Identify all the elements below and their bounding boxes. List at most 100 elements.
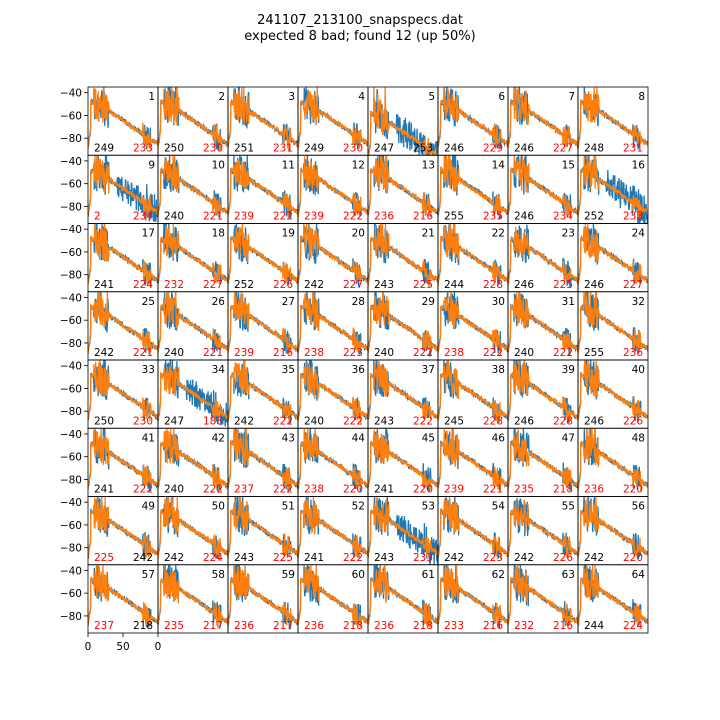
panel-frame [577,564,649,634]
panel-left-value: 236 [374,211,394,223]
panel-left-value: 246 [444,142,464,154]
series-orange-line [88,223,158,287]
panel-right-value: 217 [203,620,223,632]
series-orange-line [228,360,298,422]
panel-left-value: 246 [584,279,604,291]
panel-42: 42 240 222 [157,427,229,497]
series-orange-line [228,428,298,491]
y-tick-label: −80 [60,406,82,418]
panel-61: 61 236 218 [367,564,439,634]
panel-left-value: 246 [514,142,534,154]
panel-right-value: 221 [203,347,223,359]
panel-id-label: 42 [212,432,225,444]
panel-id-label: 1 [148,91,155,103]
panel-right-value: 231 [273,142,293,154]
panel-right-value: 230 [203,142,223,154]
panel-8: 8 248 231 [577,86,649,156]
panel-left-value: 246 [514,211,534,223]
panel-right-value: 228 [483,279,503,291]
panel-right-value: 222 [483,347,503,359]
panel-id-label: 19 [282,228,295,240]
series-orange-line [158,366,228,421]
panel-id-label: 51 [282,501,295,513]
panel-id-label: 24 [632,228,646,240]
panel-13: 13 236 216 [367,154,439,224]
series-orange-line [88,496,158,559]
panel-left-value: 243 [374,415,394,427]
series-orange-line [578,360,648,420]
panel-11: 11 239 222 [227,154,299,224]
panel-44: 44 238 220 [297,427,369,497]
panel-id-label: 48 [632,432,645,444]
y-tick-label: −40 [60,497,82,509]
series-orange-line [438,155,508,217]
panel-right-value: 224 [623,620,643,632]
series-orange-line [158,564,228,626]
panel-left-value: 241 [304,552,324,564]
panel-left-value: 242 [514,552,534,564]
panel-left-value: 235 [514,484,534,496]
panel-id-label: 15 [562,159,575,171]
panel-right-value: 229 [483,142,503,154]
panel-right-value: 226 [273,279,293,291]
panel-right-value: 221 [483,484,503,496]
panel-right-value: 228 [483,415,503,427]
series-orange-line [508,291,578,354]
panel-left-value: 242 [94,347,114,359]
panel-right-value: 227 [553,142,573,154]
y-tick-label: −80 [60,338,82,350]
panel-left-value: 237 [234,484,254,496]
panel-left-value: 252 [234,279,254,291]
series-orange-line [508,155,578,219]
panel-id-label: 27 [282,296,295,308]
panel-right-value: 216 [553,620,573,632]
series-orange-line [158,291,228,354]
panel-id-label: 55 [562,501,575,513]
panel-left-value: 244 [584,620,604,632]
panel-id-label: 43 [282,432,295,444]
panel-29: 29 240 222 [367,291,439,361]
panel-id-label: 39 [562,364,575,376]
panel-id-label: 11 [282,159,295,171]
panel-right-value: 222 [343,211,363,223]
y-tick-label: −60 [60,452,82,464]
series-orange-line [228,496,298,559]
y-tick-label: −40 [60,88,82,100]
series-orange-line [158,496,228,559]
panel-id-label: 63 [562,569,575,581]
panel-id-label: 30 [492,296,505,308]
panel-40: 40 246 226 [577,359,649,429]
panel-16: 16 252 233 [577,154,649,224]
series-orange-line [228,159,298,217]
y-tick-label: −60 [60,315,82,327]
series-orange-line [158,428,228,492]
panel-right-value: 236 [623,347,643,359]
panel-id-label: 31 [562,296,575,308]
panel-id-label: 23 [562,228,575,240]
panel-id-label: 17 [142,228,155,240]
panel-id-label: 32 [632,296,645,308]
panel-id-label: 38 [492,364,505,376]
panel-59: 59 236 217 [227,564,299,634]
panel-left-value: 243 [374,279,394,291]
y-tick-label: −80 [60,270,82,282]
y-tick-label: −80 [60,474,82,486]
panel-left-value: 243 [234,552,254,564]
panel-left-value: 241 [94,279,114,291]
panel-right-value: 225 [553,279,573,291]
y-tick-label: −80 [60,201,82,213]
series-orange-line [228,87,298,152]
panel-left-value: 247 [164,415,184,427]
series-orange-line [578,496,648,558]
y-tick-label: −60 [60,247,82,259]
panel-left-value: 242 [584,552,604,564]
panel-right-value: 218 [343,620,363,632]
panel-right-value: 230 [343,142,363,154]
panel-right-value: 227 [203,279,223,291]
panel-left-value: 242 [304,279,324,291]
panel-left-value: 250 [164,142,184,154]
panel-54: 54 242 223 [437,496,509,566]
panel-right-value: 218 [413,620,433,632]
panel-right-value: 233 [413,552,433,564]
panel-25: 25 242 221 [87,291,159,361]
